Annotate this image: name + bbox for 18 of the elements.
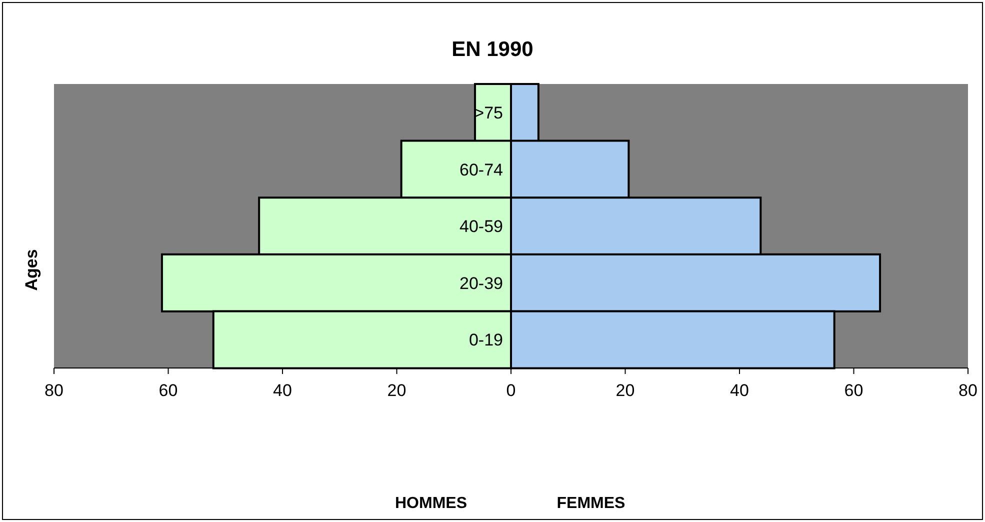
- x-tick-label: 0: [506, 381, 516, 400]
- chart-title: EN 1990: [450, 38, 534, 62]
- text: HOMMES: [395, 495, 467, 513]
- x-tick-label: 60: [844, 381, 864, 400]
- y-tick-label: 40-59: [460, 217, 503, 236]
- y-axis-title: Ages: [22, 249, 42, 291]
- x-tick-label: 80: [958, 381, 978, 400]
- y-tick-label: 0-19: [468, 330, 503, 350]
- y-tick-label: >75: [474, 104, 503, 122]
- x-tick-label: 40: [730, 381, 749, 400]
- x-tick-label: 20: [387, 381, 406, 400]
- y-tick-label: 60-74: [460, 160, 503, 180]
- x-tick-label: 40: [273, 381, 292, 400]
- y-tick-label: 20-39: [460, 274, 503, 293]
- x-tick-label: 20: [616, 381, 635, 400]
- text: FEMMES: [556, 495, 626, 513]
- x-tick-label: 60: [158, 381, 178, 400]
- x-tick-label: 80: [44, 381, 64, 400]
